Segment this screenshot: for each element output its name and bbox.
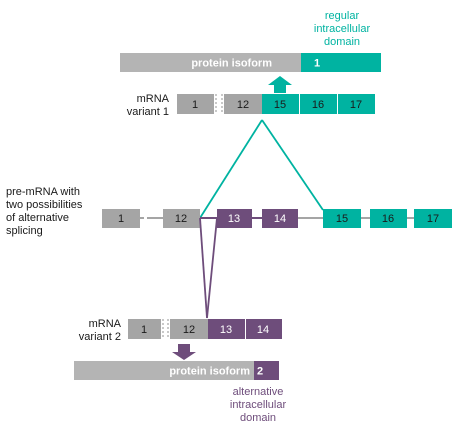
regular-domain-caption: regular intracellular domain	[314, 10, 371, 48]
pre-exon-12	[163, 209, 200, 228]
alternative-caption-line1: alternative	[233, 386, 284, 398]
mrna2-exon-1	[128, 319, 161, 339]
mrna-2-label-line1: mRNA	[89, 318, 122, 330]
pre-exon-13	[217, 209, 252, 228]
pre-mrna-label-line2: two possibilities	[6, 199, 83, 211]
mrna1-exon-16	[300, 94, 337, 114]
pre-exon-12-label: 12	[175, 213, 187, 225]
mrna1-exon-17-label: 17	[350, 99, 362, 111]
regular-caption-line1: regular	[325, 10, 360, 22]
alternative-caption-line2: intracellular	[230, 399, 287, 411]
regular-caption-line3: domain	[324, 36, 360, 48]
pre-exon-14-label: 14	[274, 213, 286, 225]
pre-exon-16	[370, 209, 407, 228]
mrna-variant-2: 1 12 13 14	[128, 319, 282, 339]
mrna2-exon-1-label: 1	[141, 324, 147, 336]
pre-mrna-label: pre-mRNA with two possibilities of alter…	[6, 186, 83, 237]
mrna-variant-1: 1 12 15 16 17	[177, 94, 375, 114]
mrna1-exon-15-label: 15	[274, 99, 286, 111]
mrna1-exon-1	[177, 94, 214, 114]
protein-2-number: 2	[257, 366, 263, 378]
mrna2-exon-14-label: 14	[257, 324, 269, 336]
mrna1-exon-16-label: 16	[312, 99, 324, 111]
mrna2-exon-14	[245, 319, 282, 339]
pre-exon-17-label: 17	[427, 213, 439, 225]
pre-exon-13-label: 13	[228, 213, 240, 225]
alternative-domain-caption: alternative intracellular domain	[230, 386, 287, 424]
mrna1-exon-12-label: 12	[237, 99, 249, 111]
mrna-1-label-line1: mRNA	[137, 93, 170, 105]
pre-mrna: 1 12 13 14 15 16 17	[102, 209, 452, 228]
protein-isoform-1: protein isoform 1	[120, 53, 381, 72]
protein-1-label: protein isoform	[191, 58, 272, 70]
mrna2-exon-13-label: 13	[220, 324, 232, 336]
protein-1-teal-segment	[301, 53, 381, 72]
protein-1-number: 1	[314, 58, 320, 70]
mrna2-exon-13	[208, 319, 245, 339]
mrna-1-label-line2: variant 1	[127, 106, 169, 118]
mrna1-exon-1-label: 1	[192, 99, 198, 111]
pre-mrna-label-line4: splicing	[6, 225, 43, 237]
mrna1-exon-17	[338, 94, 375, 114]
pre-exon-1-label: 1	[118, 213, 124, 225]
splice-lines-variant-1	[199, 119, 324, 219]
pre-exon-15-label: 15	[336, 213, 348, 225]
protein-2-gray-segment	[74, 361, 254, 380]
pre-exon-16-label: 16	[382, 213, 394, 225]
regular-caption-line2: intracellular	[314, 23, 371, 35]
mrna-2-label-line2: variant 2	[79, 331, 121, 343]
pre-exon-1	[102, 209, 140, 228]
pre-mrna-label-line1: pre-mRNA with	[6, 186, 80, 198]
translation-arrow-up	[268, 76, 292, 93]
pre-exon-17	[414, 209, 452, 228]
mrna2-exon-12-label: 12	[183, 324, 195, 336]
protein-1-gray-segment	[120, 53, 301, 72]
pre-exon-14	[262, 209, 298, 228]
mrna-variant-1-label: mRNA variant 1	[127, 93, 170, 118]
protein-2-label: protein isoform	[169, 366, 250, 378]
translation-arrow-down	[172, 344, 196, 360]
pre-exon-15	[323, 209, 361, 228]
splice-lines-variant-2	[199, 217, 218, 319]
mrna1-exon-15	[262, 94, 299, 114]
protein-isoform-2: protein isoform 2	[74, 361, 279, 380]
protein-2-purple-segment	[254, 361, 279, 380]
mrna2-exon-12	[170, 319, 208, 339]
mrna-variant-2-label: mRNA variant 2	[79, 318, 122, 343]
pre-mrna-label-line3: of alternative	[6, 212, 69, 224]
alternative-caption-line3: domain	[240, 412, 276, 424]
mrna1-exon-12	[224, 94, 262, 114]
